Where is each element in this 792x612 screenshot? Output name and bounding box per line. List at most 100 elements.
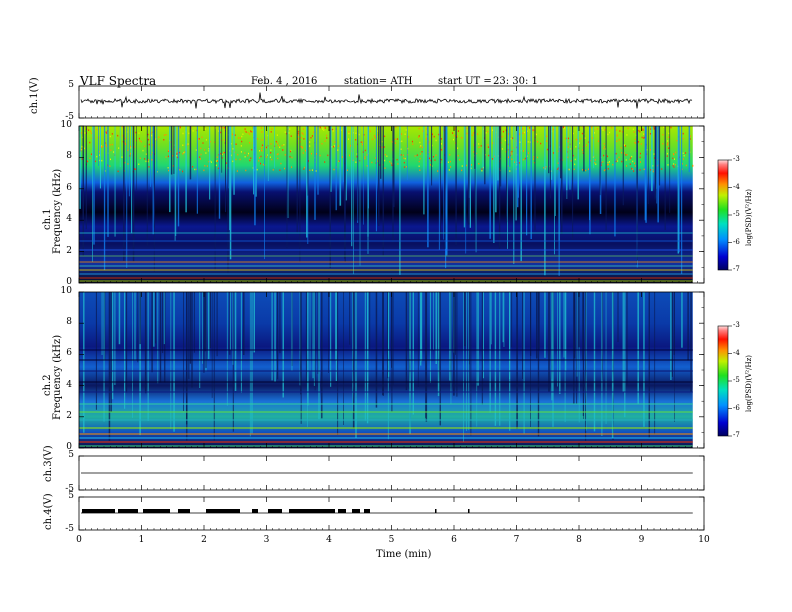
ch1-spectro-speckle: [358, 133, 360, 136]
ch1-spectro-speckle: [105, 131, 107, 133]
ch1-spectro-speckle: [512, 137, 514, 139]
ch1-spectro-speckle: [280, 162, 282, 165]
ch4-signal-block: [252, 509, 258, 513]
ch2-spectro-streak: [173, 292, 175, 432]
colorbar-1: [717, 159, 729, 271]
ch1-spectro-speckle: [683, 155, 685, 157]
ch1-spectro-streak: [150, 126, 151, 187]
ch1-spectro-speckle: [533, 158, 535, 160]
ch1-spectro-streak: [146, 126, 148, 247]
ch1-spectro-speckle: [260, 155, 262, 158]
ch1-spectro-speckle: [616, 135, 618, 137]
ch1-spectro-speckle: [616, 134, 618, 136]
ch1-spectro-streak: [468, 126, 470, 225]
ch1-spectro-speckle: [533, 156, 535, 158]
ch1-spectro-speckle: [270, 149, 272, 151]
ch1-spectro-speckle: [588, 168, 590, 170]
ch1-spectro-speckle: [682, 137, 684, 140]
ch2-spectro-streak: [349, 292, 351, 345]
ch2-spectro-streak: [387, 292, 389, 379]
ch4-signal-block: [178, 509, 190, 513]
ch1-spectro-speckle: [527, 141, 529, 143]
ch1-spectro-speckle: [96, 155, 98, 158]
ch1-spectro-streak: [79, 126, 81, 209]
ch1-spectro-streak: [367, 126, 369, 237]
ch1-spectro-speckle: [224, 151, 226, 154]
ch1-spectro-speckle: [220, 152, 222, 155]
ch2-spectro-streak: [126, 292, 128, 393]
ch1-spectro-speckle: [582, 169, 584, 171]
ch4-signal-block: [118, 509, 138, 513]
ch1-spectro-speckle: [324, 140, 326, 142]
ch1-spectro-speckle: [220, 131, 222, 134]
ch1-spectro-speckle: [476, 133, 478, 135]
ch1-spectro-speckle: [284, 154, 286, 156]
ch1-spectro-speckle: [356, 155, 358, 158]
ch2-spectro-streak: [312, 292, 314, 379]
ch1-spectro-streak: [228, 126, 230, 189]
ch1-spectro-streak: [339, 126, 341, 201]
ch1-spectro-streak: [658, 126, 661, 186]
ch1-spectro-speckle: [111, 143, 113, 146]
ch1-spectro-speckle: [643, 137, 645, 139]
ch4-signal-block: [82, 509, 115, 513]
ch1-spectro-speckle: [608, 163, 609, 166]
ch1-spectro-speckle: [454, 128, 456, 130]
ch1-spectro-streak: [445, 126, 448, 256]
ch1-spectro-speckle: [122, 126, 124, 128]
ch1-spectro-speckle: [204, 128, 206, 130]
ch1-spectro-speckle: [192, 166, 194, 168]
ch1-spectro-speckle: [586, 144, 587, 147]
ch1-spectro-speckle: [672, 164, 674, 167]
ch1-spectro-speckle: [284, 131, 286, 133]
ch1-spectro-streak: [654, 126, 657, 198]
ch1-spectro-streak: [599, 126, 601, 196]
ch1-spectro-speckle: [405, 129, 407, 131]
ch2-spectro-streak: [151, 292, 153, 373]
ch1-spectro-speckle: [607, 161, 609, 164]
ch1-spectro-speckle: [522, 132, 524, 135]
ch1-spectro-speckle: [247, 155, 249, 157]
ch1-spectro-streak: [509, 126, 511, 167]
ch1-spectro-speckle: [546, 135, 548, 137]
ch1-spectro-speckle: [332, 130, 334, 132]
ch1-spectro-speckle: [625, 154, 627, 156]
ch2-spectro-streak: [277, 292, 279, 380]
ch1-spectro-speckle: [172, 155, 174, 157]
ch2-spectro-streak: [162, 292, 164, 353]
ch1-spectro-speckle: [476, 152, 478, 155]
ch2-spectro-streak: [157, 292, 159, 384]
ch1-spectro-speckle: [634, 162, 635, 164]
ch1-spectro-speckle: [217, 167, 219, 170]
ch2-spectro-streak: [463, 292, 464, 442]
ch1-spectro-speckle: [619, 130, 621, 132]
ch1-spectro-speckle: [434, 159, 436, 161]
ch1-spectro-speckle: [224, 129, 226, 132]
ch2-spectro-streak: [433, 292, 434, 351]
ch1-spectro-speckle: [675, 151, 677, 154]
ch1-spectro-speckle: [111, 133, 113, 135]
ch1-spectro-speckle: [559, 142, 561, 144]
ch1-spectro-speckle: [441, 143, 442, 145]
ch1-spectro-speckle: [612, 163, 614, 166]
ch1-spectro-streak: [399, 126, 401, 275]
ch1-spectro-speckle: [483, 128, 485, 130]
ch1-spectro-speckle: [511, 153, 513, 155]
ch1-spectro-streak: [406, 126, 408, 180]
ch2-spectro-streak: [435, 292, 437, 364]
ch1-spectro-speckle: [386, 155, 388, 157]
ch2-spectro-streak: [578, 292, 580, 348]
ch1-spectro-speckle: [232, 160, 234, 163]
ch2-spectro-streak: [367, 292, 369, 384]
ch1-spectro-speckle: [624, 144, 626, 147]
ch1-spectro-speckle: [129, 152, 131, 155]
ch1-spectro-speckle: [576, 138, 578, 141]
ch1-spectro-speckle: [419, 157, 421, 160]
y-tick-label: 5: [68, 491, 74, 501]
ch1-spectro-speckle: [121, 156, 123, 158]
ch1-spectro-speckle: [689, 138, 691, 140]
ch1-spectro-speckle: [98, 159, 100, 162]
ch1-spectro-streak: [549, 126, 550, 167]
ch1-spectro-speckle: [594, 159, 596, 161]
ch1-spectro-speckle: [102, 145, 104, 148]
